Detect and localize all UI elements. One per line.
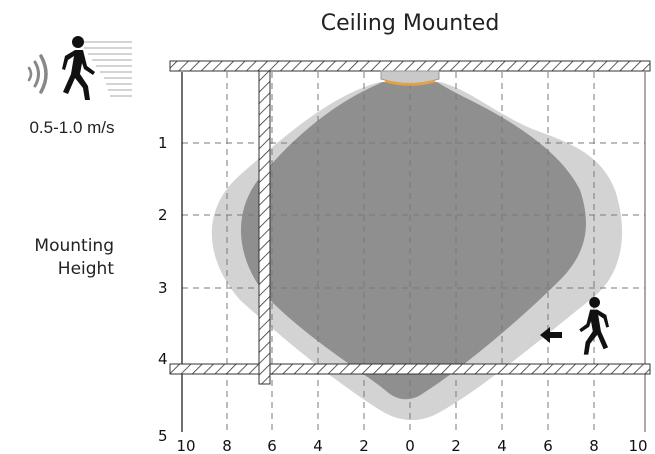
x-tick-label: 2 <box>359 437 369 454</box>
inner-detection-zone <box>240 82 586 400</box>
x-tick-label: 6 <box>267 437 277 454</box>
y-tick-label: 5 <box>158 427 168 445</box>
x-tick-label: 0 <box>405 437 415 454</box>
y-tick-label: 3 <box>158 279 168 297</box>
mounting-height-label: Height <box>58 259 115 279</box>
x-tick-label: 2 <box>451 437 461 454</box>
mounting-height-label: Mounting <box>34 236 114 256</box>
speed-label: 0.5-1.0 m/s <box>29 118 114 137</box>
x-tick-label: 10 <box>628 437 647 454</box>
wall-hatch <box>258 70 271 385</box>
x-tick-label: 4 <box>313 437 323 454</box>
ceiling-hatch <box>169 60 651 72</box>
y-tick-label: 1 <box>158 134 168 152</box>
approaching-person-icon <box>579 297 609 355</box>
y-tick-label: 2 <box>158 206 168 224</box>
diagram-title: Ceiling Mounted <box>321 11 500 36</box>
x-tick-label: 8 <box>222 437 232 454</box>
x-tick-label: 10 <box>176 437 195 454</box>
walking-person-icon <box>62 36 95 100</box>
direction-arrow-icon <box>540 327 562 343</box>
floor-hatch <box>169 363 651 375</box>
x-tick-label: 4 <box>497 437 507 454</box>
y-tick-label: 4 <box>158 350 168 368</box>
sensor-waves-icon <box>27 54 48 94</box>
x-tick-label: 8 <box>589 437 599 454</box>
x-tick-label: 6 <box>543 437 553 454</box>
speed-lines <box>80 41 132 97</box>
ceiling-sensor <box>380 70 440 86</box>
